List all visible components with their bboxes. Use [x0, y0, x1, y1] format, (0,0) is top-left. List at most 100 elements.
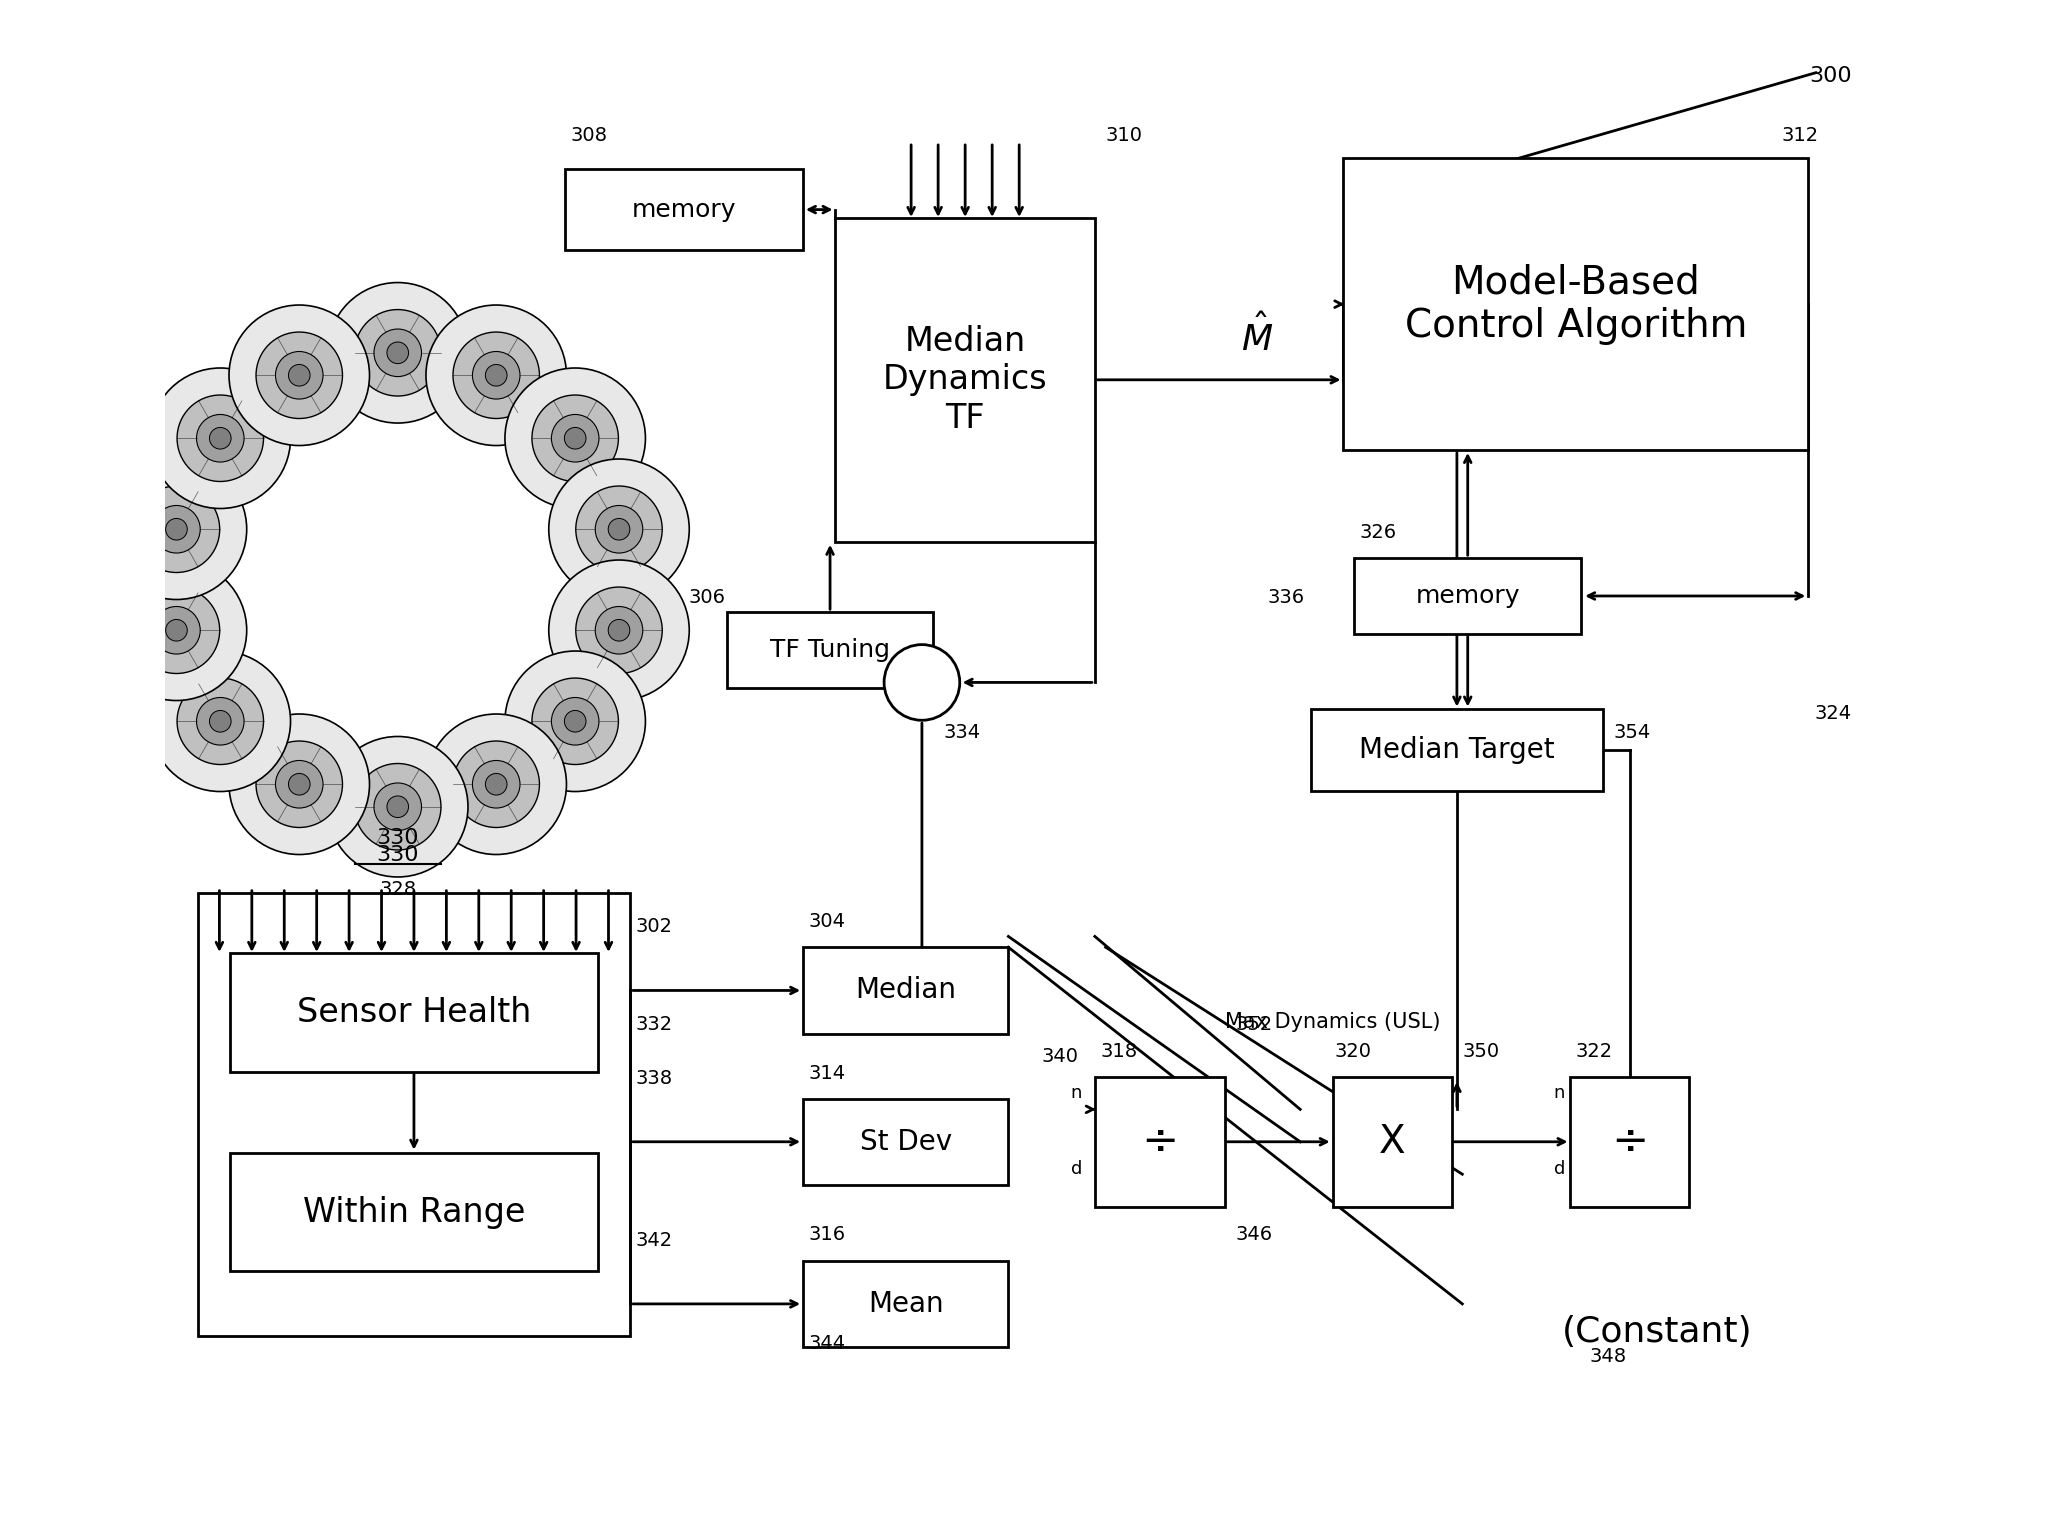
Circle shape — [387, 342, 408, 363]
Circle shape — [472, 351, 519, 399]
Circle shape — [196, 698, 243, 745]
Circle shape — [177, 678, 264, 765]
Text: 334: 334 — [943, 722, 981, 742]
Text: memory: memory — [1415, 583, 1520, 608]
Circle shape — [453, 741, 540, 828]
Circle shape — [152, 505, 200, 553]
Text: 352: 352 — [1236, 1015, 1273, 1034]
Text: St Dev: St Dev — [859, 1128, 952, 1156]
Bar — [1094, 1077, 1224, 1206]
Circle shape — [577, 586, 661, 673]
Text: 322: 322 — [1576, 1041, 1613, 1061]
Text: d: d — [1071, 1161, 1082, 1177]
Circle shape — [196, 414, 243, 463]
Circle shape — [531, 678, 618, 765]
Text: 308: 308 — [571, 127, 608, 145]
Text: (Constant): (Constant) — [1561, 1315, 1753, 1348]
Text: 330: 330 — [377, 828, 418, 847]
Circle shape — [165, 519, 187, 541]
Circle shape — [486, 774, 507, 796]
Bar — [198, 893, 630, 1336]
Circle shape — [531, 395, 618, 481]
Bar — [231, 953, 597, 1072]
Circle shape — [387, 796, 408, 817]
Text: 344: 344 — [808, 1333, 845, 1353]
Text: 340: 340 — [1042, 1048, 1079, 1066]
Circle shape — [505, 651, 645, 791]
Circle shape — [453, 331, 540, 418]
Text: 336: 336 — [1267, 588, 1304, 606]
Text: Max Dynamics (USL): Max Dynamics (USL) — [1224, 1011, 1440, 1032]
Bar — [231, 1153, 597, 1272]
Text: Median: Median — [855, 976, 956, 1005]
Text: 312: 312 — [1782, 127, 1819, 145]
Circle shape — [548, 460, 690, 600]
Text: TF Tuning: TF Tuning — [770, 638, 890, 663]
Text: 306: 306 — [688, 588, 725, 606]
Circle shape — [577, 486, 661, 573]
Circle shape — [276, 351, 323, 399]
Circle shape — [328, 736, 468, 876]
Text: 302: 302 — [637, 918, 672, 936]
Circle shape — [107, 560, 247, 701]
Text: Within Range: Within Range — [303, 1196, 525, 1229]
Circle shape — [375, 328, 422, 377]
Circle shape — [288, 774, 311, 796]
Circle shape — [354, 764, 441, 851]
Circle shape — [276, 760, 323, 808]
Circle shape — [177, 395, 264, 481]
Circle shape — [210, 428, 231, 449]
Text: memory: memory — [632, 197, 735, 221]
Circle shape — [354, 310, 441, 395]
Circle shape — [229, 305, 369, 446]
Circle shape — [552, 414, 599, 463]
Text: 350: 350 — [1463, 1041, 1500, 1061]
Text: Sensor Health: Sensor Health — [297, 996, 531, 1029]
Circle shape — [134, 486, 220, 573]
Text: 326: 326 — [1360, 522, 1397, 542]
Circle shape — [884, 644, 960, 721]
Bar — [803, 1098, 1009, 1185]
Text: $\hat{M}$: $\hat{M}$ — [1240, 315, 1273, 359]
Circle shape — [595, 606, 643, 654]
Bar — [1310, 710, 1603, 791]
Text: n: n — [1553, 1084, 1566, 1102]
Circle shape — [152, 606, 200, 654]
Bar — [803, 947, 1009, 1034]
Text: X: X — [1378, 1122, 1405, 1161]
Text: ÷: ÷ — [1611, 1121, 1648, 1164]
Text: 316: 316 — [808, 1226, 845, 1245]
Bar — [1333, 1077, 1452, 1206]
Text: Model-Based
Control Algorithm: Model-Based Control Algorithm — [1405, 263, 1747, 345]
Bar — [1343, 159, 1809, 450]
Circle shape — [608, 519, 630, 541]
Circle shape — [288, 365, 311, 386]
Circle shape — [564, 710, 585, 731]
Bar — [803, 1261, 1009, 1347]
Circle shape — [229, 715, 369, 855]
Circle shape — [255, 741, 342, 828]
Circle shape — [595, 505, 643, 553]
Text: d: d — [1553, 1161, 1566, 1177]
Text: 348: 348 — [1590, 1347, 1627, 1367]
Text: 346: 346 — [1236, 1226, 1273, 1245]
Circle shape — [134, 586, 220, 673]
Circle shape — [375, 783, 422, 831]
Text: 332: 332 — [637, 1015, 674, 1034]
Circle shape — [552, 698, 599, 745]
Circle shape — [426, 305, 566, 446]
Circle shape — [107, 460, 247, 600]
Text: 310: 310 — [1106, 127, 1143, 145]
Circle shape — [486, 365, 507, 386]
Text: 320: 320 — [1335, 1041, 1372, 1061]
Circle shape — [608, 620, 630, 641]
Text: 342: 342 — [637, 1231, 674, 1251]
Circle shape — [472, 760, 519, 808]
Bar — [727, 612, 933, 687]
Circle shape — [328, 282, 468, 423]
Text: Median
Dynamics
TF: Median Dynamics TF — [884, 325, 1046, 435]
Text: n: n — [1071, 1084, 1082, 1102]
Bar — [564, 169, 803, 250]
Circle shape — [255, 331, 342, 418]
Text: Median Target: Median Target — [1360, 736, 1555, 764]
